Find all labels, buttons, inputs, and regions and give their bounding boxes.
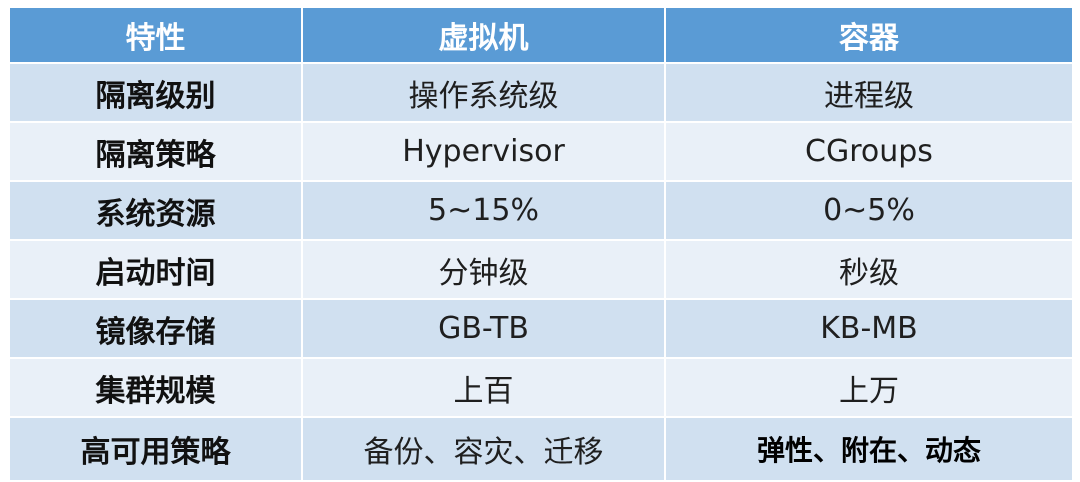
header-feature: 特性 <box>8 6 303 64</box>
vm-cell: 备份、容灾、迁移 <box>301 416 666 482</box>
vm-cell: 上百 <box>301 357 666 418</box>
feature-cell: 高可用策略 <box>8 416 303 482</box>
container-cell: KB-MB <box>664 298 1074 359</box>
container-cell: 0~5% <box>664 180 1074 241</box>
vm-cell: 操作系统级 <box>301 62 666 123</box>
table-row: 集群规模 上百 上万 <box>8 357 1074 418</box>
table-row: 隔离级别 操作系统级 进程级 <box>8 62 1074 123</box>
vm-cell: GB-TB <box>301 298 666 359</box>
feature-cell: 系统资源 <box>8 180 303 241</box>
table-row: 高可用策略 备份、容灾、迁移 弹性、附在、动态 <box>8 416 1074 482</box>
header-row: 特性 虚拟机 容器 <box>8 6 1074 64</box>
feature-cell: 隔离策略 <box>8 121 303 182</box>
container-cell: CGroups <box>664 121 1074 182</box>
vm-cell: 5~15% <box>301 180 666 241</box>
table-row: 系统资源 5~15% 0~5% <box>8 180 1074 241</box>
header-container: 容器 <box>664 6 1074 64</box>
comparison-table: 特性 虚拟机 容器 隔离级别 操作系统级 进程级 隔离策略 Hypervisor… <box>8 6 1074 482</box>
vm-cell: Hypervisor <box>301 121 666 182</box>
table-row: 启动时间 分钟级 秒级 <box>8 239 1074 300</box>
container-cell: 秒级 <box>664 239 1074 300</box>
container-cell: 进程级 <box>664 62 1074 123</box>
container-cell: 上万 <box>664 357 1074 418</box>
feature-cell: 镜像存储 <box>8 298 303 359</box>
vm-cell: 分钟级 <box>301 239 666 300</box>
table-row: 镜像存储 GB-TB KB-MB <box>8 298 1074 359</box>
feature-cell: 集群规模 <box>8 357 303 418</box>
feature-cell: 隔离级别 <box>8 62 303 123</box>
feature-cell: 启动时间 <box>8 239 303 300</box>
table-row: 隔离策略 Hypervisor CGroups <box>8 121 1074 182</box>
header-vm: 虚拟机 <box>301 6 666 64</box>
container-cell: 弹性、附在、动态 <box>664 416 1074 482</box>
